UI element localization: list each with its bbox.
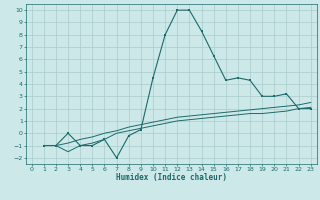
X-axis label: Humidex (Indice chaleur): Humidex (Indice chaleur): [116, 173, 227, 182]
